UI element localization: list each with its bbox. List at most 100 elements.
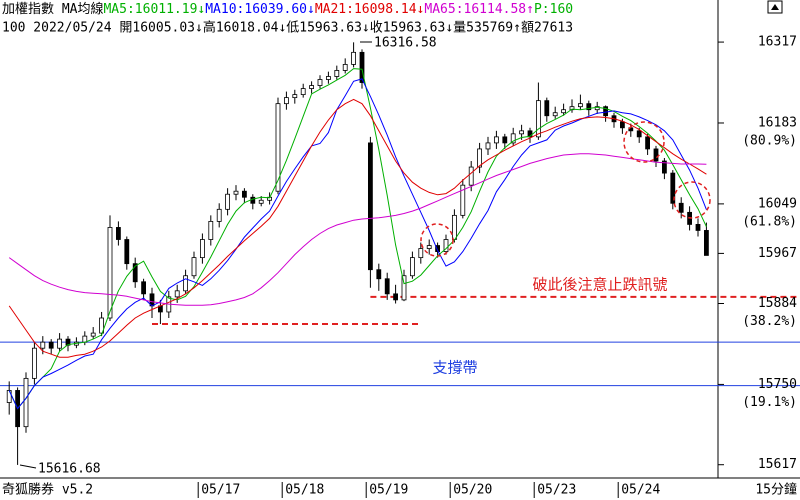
- candle-body: [586, 103, 592, 111]
- candle-body: [233, 190, 239, 195]
- candle-body: [124, 239, 130, 265]
- annotation: 支撐帶: [432, 359, 477, 377]
- candle-body: [443, 239, 449, 252]
- highlight-circle: [420, 223, 454, 257]
- candle-body: [670, 172, 676, 204]
- candle-body: [225, 193, 231, 210]
- candle-body: [6, 390, 12, 403]
- candle-body: [544, 100, 550, 117]
- candle-body: [468, 166, 474, 186]
- y-tick-label: 15884: [758, 296, 797, 311]
- candle-body: [183, 275, 189, 292]
- candle-body: [99, 317, 104, 334]
- candle-body: [334, 70, 340, 77]
- candle-body: [393, 293, 399, 301]
- candle-body: [283, 97, 289, 105]
- y-tick-label: 15617: [758, 457, 797, 472]
- candle-body: [23, 377, 29, 428]
- candle-body: [578, 103, 583, 108]
- candle-body: [174, 290, 180, 298]
- info-line: 100 2022/05/24 開16005.03↓高16018.04↓低1596…: [2, 20, 573, 36]
- candle-body: [426, 245, 432, 249]
- candle-body: [292, 94, 298, 99]
- candle-body: [141, 281, 147, 295]
- candle-body: [678, 202, 684, 213]
- highlight-circle: [673, 181, 711, 219]
- x-tick-label: 05/20: [453, 483, 492, 498]
- candle-body: [107, 227, 113, 319]
- candle-body: [502, 136, 508, 144]
- y-tick-label: 16183: [758, 115, 797, 130]
- candle-body: [32, 347, 37, 379]
- candle-body: [460, 184, 466, 216]
- candle-body: [241, 190, 247, 198]
- y-tick-label: 16049: [758, 196, 797, 211]
- candle-body: [300, 88, 306, 96]
- candle-body: [309, 85, 315, 89]
- x-tick-label: 05/24: [621, 483, 660, 498]
- candle-body: [90, 332, 96, 337]
- x-tick-label: 05/19: [369, 483, 408, 498]
- ma-line: [8, 98, 707, 358]
- candle-body: [451, 214, 457, 240]
- legend-entry: MA10:16039.60↓: [205, 2, 315, 17]
- header-title: 加權指數 MA均線: [2, 1, 103, 17]
- candle-body: [527, 130, 533, 138]
- candle-body: [536, 100, 541, 138]
- candle-body: [620, 121, 625, 129]
- candle-body: [519, 130, 524, 135]
- candle-body: [199, 239, 205, 259]
- candle-body: [258, 199, 264, 204]
- candle-body: [561, 109, 566, 114]
- candle-body: [384, 278, 390, 295]
- candle-body: [191, 257, 197, 277]
- candle-body: [603, 106, 608, 117]
- annotation: 破此後注意止跌訊號: [532, 276, 667, 294]
- candle-body: [645, 136, 650, 150]
- candle-body: [116, 227, 121, 240]
- header-p: P:160: [534, 2, 573, 17]
- ma-line: [8, 153, 707, 306]
- x-tick-label: 05/17: [201, 483, 240, 498]
- candle-body: [704, 230, 709, 256]
- legend-entry: MA65:16114.58↑: [424, 2, 534, 17]
- annotation-pointer: [19, 464, 37, 469]
- fib-label: (19.1%): [742, 395, 797, 410]
- candle-body: [435, 245, 441, 252]
- y-tick-label: 15750: [758, 377, 797, 392]
- candle-body: [510, 133, 516, 144]
- y-tick-label: 16317: [758, 35, 797, 50]
- candle-body: [275, 103, 281, 192]
- candle-body: [376, 269, 382, 280]
- fib-label: (38.2%): [742, 314, 797, 329]
- candle-body: [653, 148, 659, 162]
- candle-body: [594, 106, 600, 111]
- ma-line: [8, 68, 707, 410]
- candle-body: [662, 160, 667, 174]
- period: 15分鐘: [755, 482, 797, 498]
- ma-line: [8, 78, 707, 410]
- legend-entry: MA5:16011.19↓: [103, 2, 205, 17]
- candle-body: [695, 224, 701, 231]
- candle-body: [250, 196, 256, 204]
- header-line: 加權指數 MA均線MA5:16011.19↓MA10:16039.60↓MA21…: [2, 1, 573, 17]
- candle-body: [367, 142, 373, 271]
- candle-body: [418, 248, 424, 259]
- candle-body: [493, 136, 499, 144]
- brand: 奇狐勝券 v5.2: [2, 482, 93, 498]
- candle-body: [351, 51, 357, 65]
- candle-body: [48, 341, 54, 349]
- fib-label: (61.8%): [742, 214, 797, 229]
- x-tick-label: 05/18: [285, 483, 324, 498]
- legend-entry: MA21:16098.14↓: [315, 2, 425, 17]
- x-tick-label: 05/23: [537, 483, 576, 498]
- highlight-circle: [623, 121, 665, 163]
- candle-body: [40, 341, 46, 349]
- candle-body: [325, 76, 331, 80]
- candle-body: [359, 51, 365, 83]
- scroll-icon: [771, 4, 779, 10]
- candle-body: [552, 112, 558, 117]
